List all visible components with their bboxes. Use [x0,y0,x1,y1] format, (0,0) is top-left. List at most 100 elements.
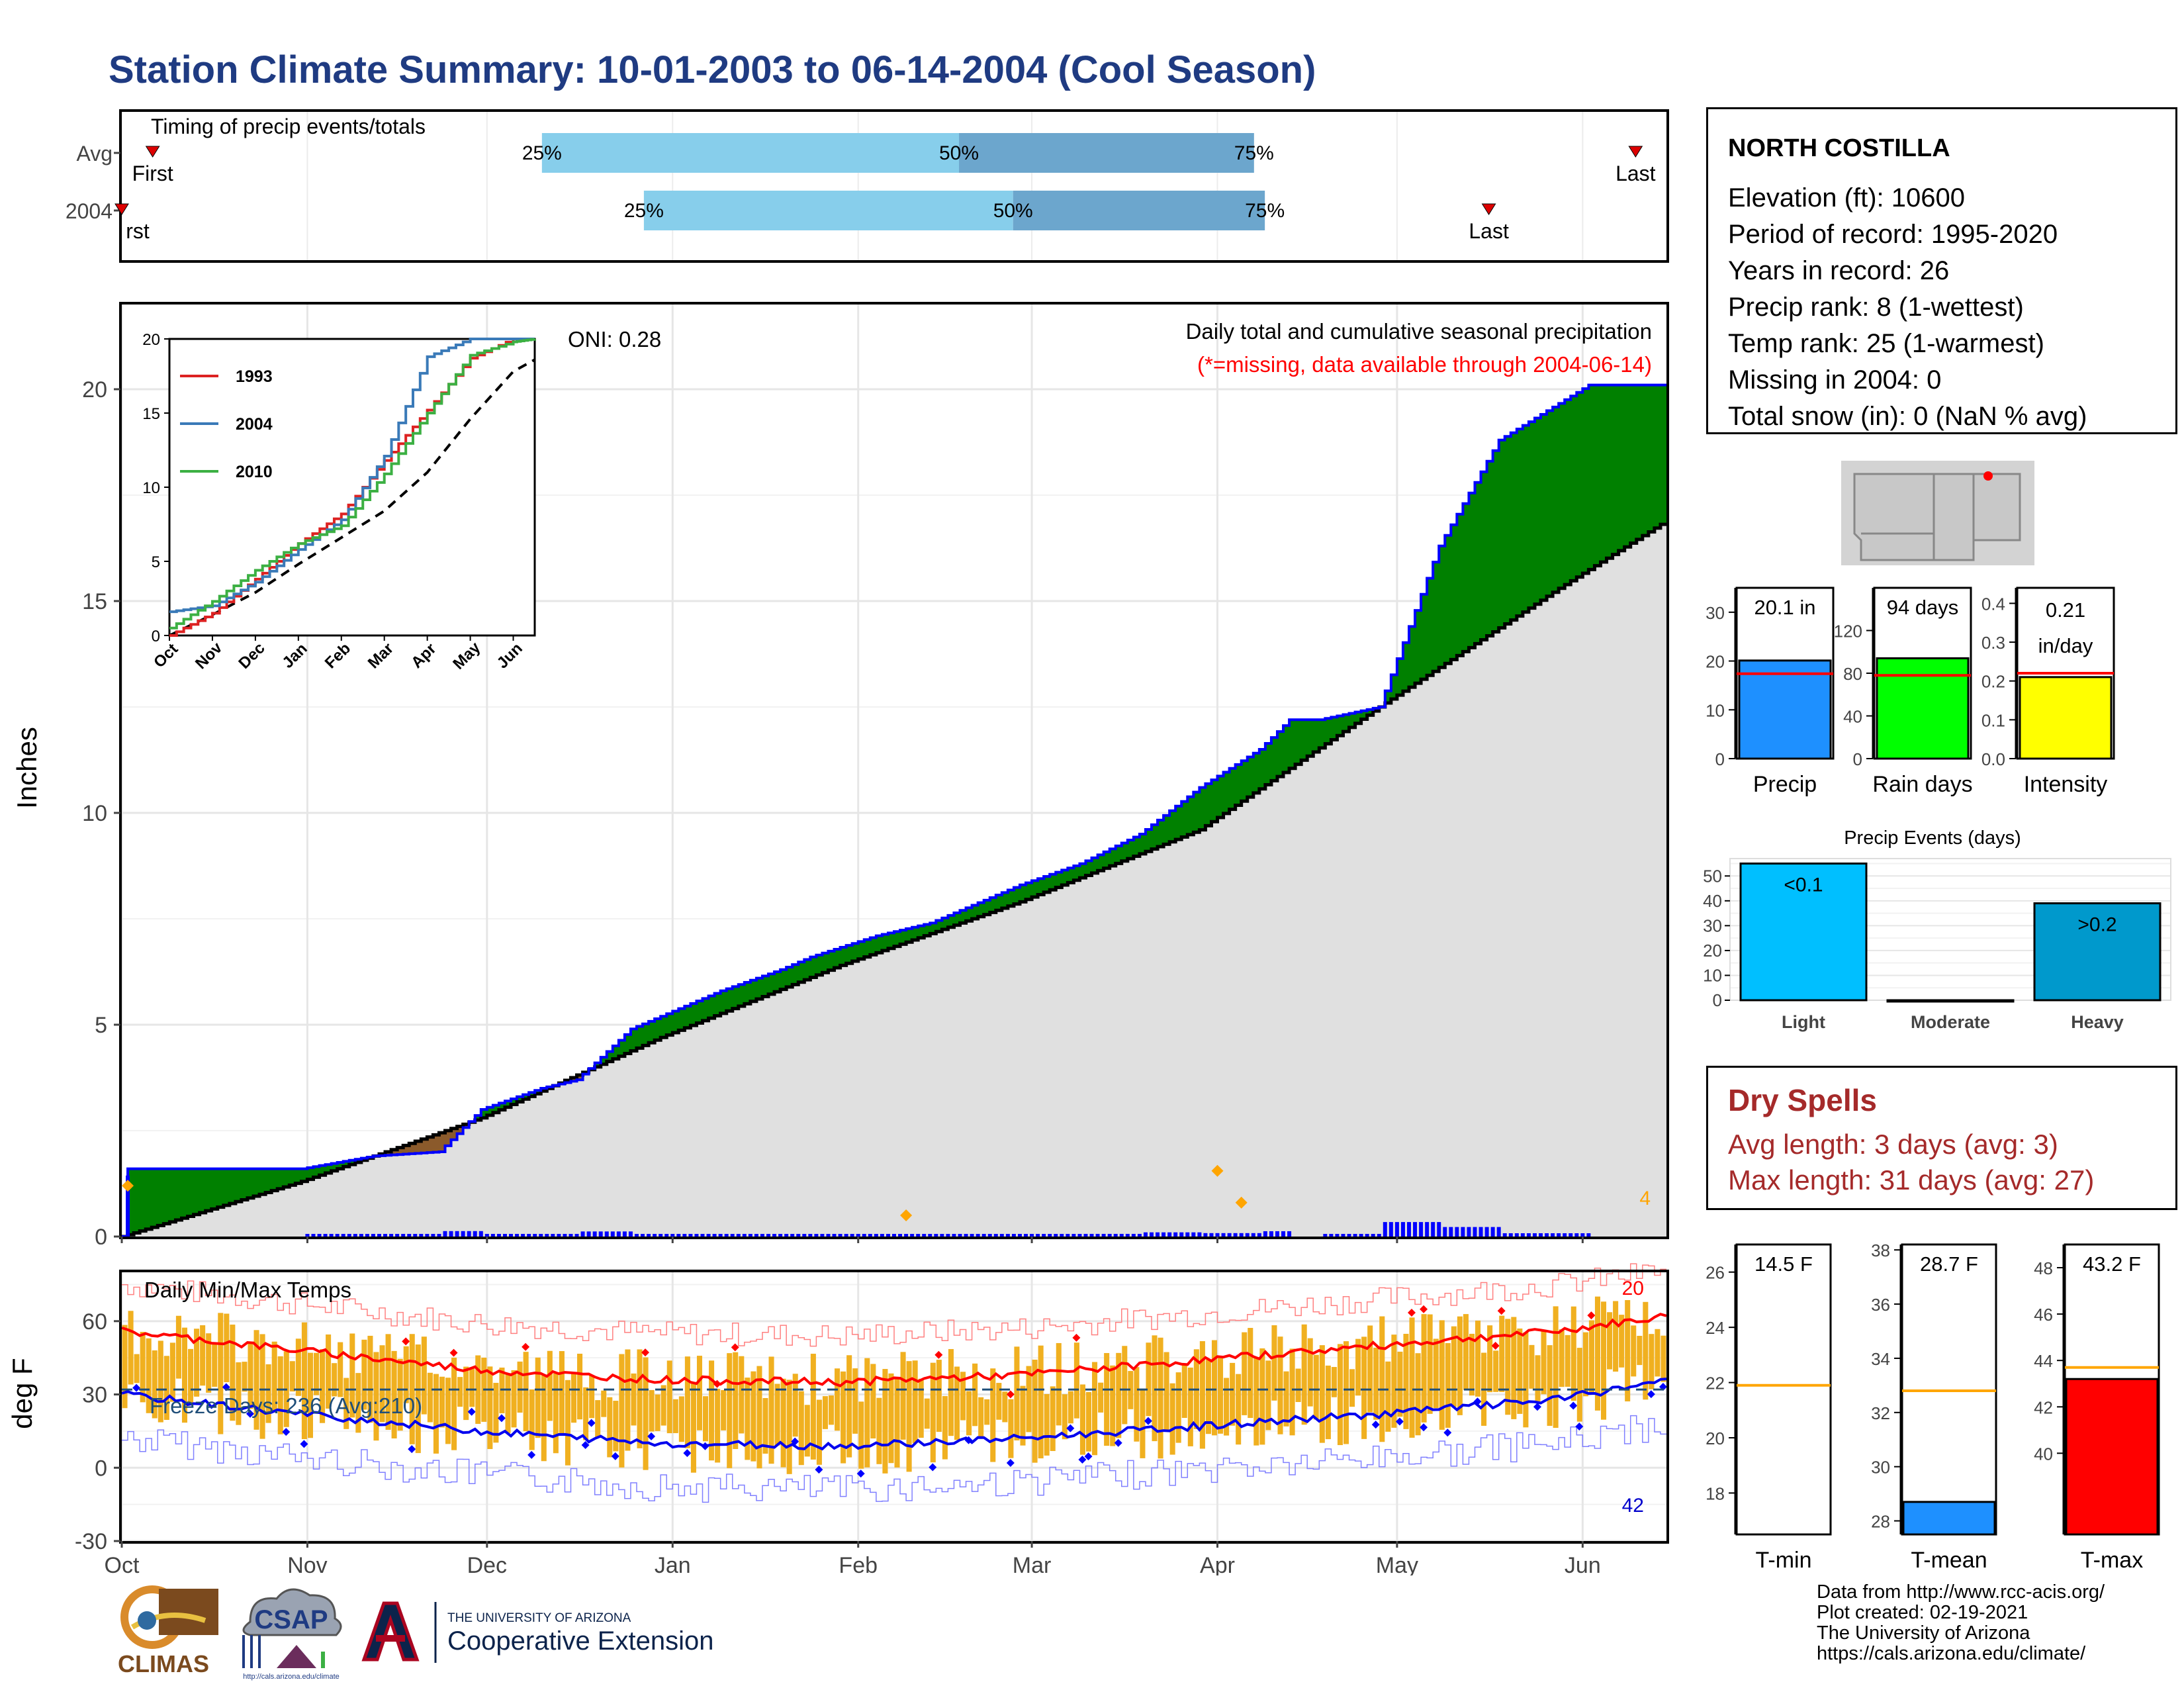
timing-q75-label: 75% [1245,200,1285,222]
daily-precip-bar [461,1231,465,1237]
daily-temp-bar [463,1366,469,1421]
daily-precip-bar [592,1231,597,1237]
daily-temp-bar [870,1364,876,1439]
daily-temp-bar [379,1345,385,1423]
daily-temp-bar [559,1351,565,1434]
precip-ytick-label: 20 [82,377,107,402]
daily-precip-bar [1335,1234,1340,1237]
daily-temp-bar [774,1383,780,1446]
daily-precip-bar [1179,1232,1184,1237]
daily-temp-bar [822,1396,828,1429]
daily-temp-bar [457,1377,463,1407]
summary-bar-rain-days [1876,657,1970,760]
temp-summary-ytick-label: 40 [2034,1444,2053,1464]
daily-precip-bar [796,1234,801,1237]
timing-row-label: 2004 [66,199,113,223]
daily-temp-bar [163,1356,169,1420]
summary-ytick-label: 0 [1853,749,1862,769]
events-ytick-label: 20 [1703,941,1722,961]
daily-temp-bar [601,1390,607,1417]
events-category-label: Heavy [2071,1012,2124,1032]
temp-ylabel: deg F [7,1358,38,1429]
daily-temp-bar [1068,1391,1073,1424]
daily-temp-bar [1038,1345,1044,1459]
daily-temp-bar [409,1334,415,1444]
daily-temp-bar [158,1340,163,1423]
daily-precip-bar [1563,1233,1567,1237]
daily-temp-bar [864,1358,870,1468]
record-low-marker [1473,1397,1482,1406]
summary-ytick-label: 30 [1706,603,1725,623]
max-count: 20 [1622,1278,1644,1299]
daily-temp-bar [1475,1320,1481,1397]
daily-precip-bar [586,1231,591,1237]
daily-temp-bar [1140,1388,1146,1458]
daily-precip-bar [916,1234,921,1237]
daily-precip-bar [610,1231,615,1237]
month-label: Oct [105,1553,140,1575]
daily-temp-bar [1224,1378,1230,1436]
daily-precip-bar [850,1234,854,1237]
daily-temp-bar [1325,1365,1331,1440]
daily-precip-bar [1557,1233,1561,1237]
daily-temp-bar [313,1352,320,1395]
record-low-marker [1006,1459,1015,1468]
daily-temp-bar [385,1334,391,1430]
daily-temp-bar [218,1313,224,1434]
daily-precip-bar [1539,1233,1543,1237]
daily-precip-bar [1066,1234,1070,1237]
month-label: Nov [287,1553,327,1575]
daily-precip-bar [1287,1231,1292,1237]
daily-precip-bar [922,1234,927,1237]
daily-precip-bar [778,1234,783,1237]
daily-temp-bar [852,1368,858,1434]
temp-panel: deg F -30 0 30 60 Oct Nov Dec Jan Feb Mar Apr May J… [7,1263,1669,1575]
daily-temp-bar [570,1373,577,1423]
station-missing: Missing in 2004: 0 [1728,365,1942,395]
precip-desc: Daily total and cumulative seasonal prec… [1186,319,1652,344]
daily-temp-bar [1236,1374,1242,1445]
daily-temp-bar [1331,1367,1337,1397]
daily-precip-bar [700,1234,705,1237]
min-count: 42 [1622,1495,1644,1517]
daily-temp-bar [1643,1301,1649,1400]
daily-temp-bar [391,1350,397,1438]
daily-temp-bar [1576,1348,1582,1422]
daily-precip-bar [1431,1222,1435,1237]
daily-precip-bar [1545,1233,1549,1237]
daily-precip-bar [317,1234,322,1237]
precip-ytick-label: 0 [95,1225,107,1244]
station-location-marker [1983,471,1993,481]
daily-temp-bar [1020,1385,1026,1446]
daily-temp-bar [1379,1316,1385,1442]
daily-precip-bar [904,1234,909,1237]
inset-xtick-label: Nov [192,639,226,673]
record-min-line [122,1415,1666,1503]
station-elevation: Elevation (ft): 10600 [1728,183,1965,212]
events-ytick-label: 30 [1703,915,1722,935]
daily-precip-bar [928,1234,933,1237]
temp-ytick-label: 0 [95,1456,107,1481]
daily-precip-bar [1257,1233,1261,1237]
month-label: Jun [1565,1553,1601,1575]
daily-temp-bar [942,1396,948,1460]
daily-temp-bar [1253,1357,1259,1446]
daily-precip-bar [1011,1234,1016,1237]
daily-precip-bar [766,1234,771,1237]
precip-panel: Inches 0 5 10 15 20 ONI: 0.28 Daily total an… [11,302,1669,1244]
summary-ytick-label: 80 [1843,664,1862,684]
daily-temp-bar [1152,1335,1158,1442]
month-label: May [1376,1553,1418,1575]
daily-precip-bar [551,1234,555,1237]
daily-precip-bar [754,1234,758,1237]
daily-temp-bar [1242,1332,1248,1415]
daily-temp-bar [894,1378,900,1468]
inset-ytick-label: 15 [142,405,160,423]
daily-temp-bar [505,1373,511,1434]
average-cumulative-area [122,524,1666,1237]
daily-temp-bar [547,1350,553,1421]
temp-summary-ytick-label: 24 [1706,1318,1725,1338]
daily-precip-bar [341,1234,345,1237]
daily-temp-bar [1421,1314,1427,1423]
daily-temp-bar [1469,1333,1475,1396]
